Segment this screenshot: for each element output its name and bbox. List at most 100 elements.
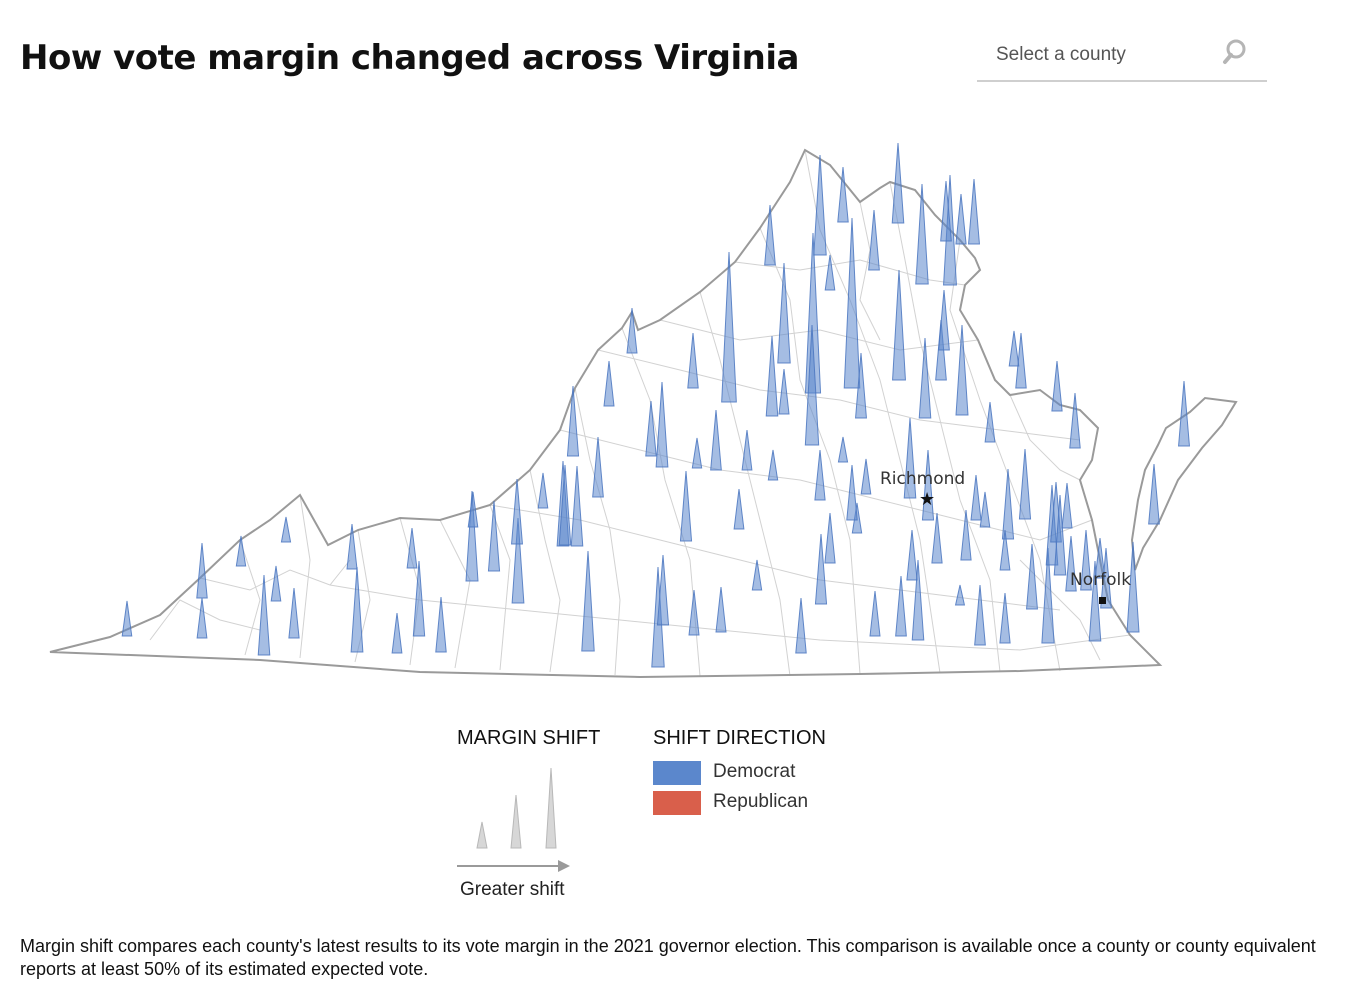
margin-spike[interactable] [1008,330,1020,367]
margin-spike[interactable] [467,491,479,528]
margin-spike[interactable] [846,464,858,521]
margin-spike[interactable] [487,500,501,572]
margin-spike[interactable] [974,584,986,646]
margin-spike[interactable] [691,437,703,469]
margin-spike[interactable] [892,269,906,381]
margin-spike[interactable] [592,436,604,498]
margin-spike[interactable] [688,589,700,636]
margin-spike[interactable] [837,436,849,463]
margin-spike[interactable] [721,251,737,403]
margin-spike[interactable] [903,417,917,499]
margin-spike[interactable] [970,474,982,521]
margin-spike[interactable] [687,332,699,389]
margin-spike[interactable] [1001,468,1015,540]
margin-spike[interactable] [955,193,967,245]
margin-spike[interactable] [645,400,657,457]
margin-spike[interactable] [288,587,300,639]
margin-spike[interactable] [537,472,549,509]
margin-spike[interactable] [603,360,615,407]
county-search[interactable] [977,30,1267,82]
margin-spike[interactable] [860,458,872,495]
margin-spike[interactable] [938,289,950,351]
margin-spike[interactable] [955,324,969,416]
margin-spike[interactable] [511,478,523,545]
margin-spike[interactable] [655,381,669,468]
margin-spike[interactable] [710,409,722,471]
margin-spike[interactable] [918,337,932,419]
margin-spike[interactable] [570,465,584,547]
margin-spike[interactable] [435,596,447,653]
margin-spike[interactable] [1094,537,1106,579]
margin-spike[interactable] [837,166,849,223]
margin-spike[interactable] [868,209,880,271]
margin-spike[interactable] [921,449,935,521]
margin-spike[interactable] [931,512,943,564]
margin-spike[interactable] [979,491,991,528]
margin-spike[interactable] [1026,543,1038,610]
margin-spike[interactable] [391,612,403,654]
margin-spike[interactable] [581,550,595,652]
margin-spike[interactable] [1088,560,1102,642]
margin-spike[interactable] [196,542,208,599]
margin-spike[interactable] [679,470,693,542]
margin-spike[interactable] [257,574,271,656]
margin-spike[interactable] [968,178,980,245]
margin-spike[interactable] [1018,448,1032,520]
margin-spike[interactable] [814,533,828,605]
margin-spike[interactable] [764,204,776,266]
margin-spike[interactable] [1061,482,1073,529]
margin-spike[interactable] [465,490,479,582]
margin-spike[interactable] [778,368,790,415]
margin-spike[interactable] [906,529,918,581]
margin-spike[interactable] [751,559,763,591]
margin-spike[interactable] [558,464,572,546]
margin-spike[interactable] [813,154,827,256]
margin-spike[interactable] [741,429,753,471]
margin-spike[interactable] [121,600,133,637]
margin-spike[interactable] [412,560,426,637]
margin-spike[interactable] [1126,541,1140,633]
margin-spike[interactable] [1065,535,1077,592]
margin-spike[interactable] [999,592,1011,644]
margin-spike[interactable] [915,183,929,285]
margin-spike[interactable] [1148,463,1160,525]
margin-spike[interactable] [1100,547,1112,609]
margin-spike[interactable] [869,590,881,637]
margin-spike[interactable] [804,324,820,446]
margin-spike[interactable] [777,262,791,364]
margin-spike[interactable] [891,142,905,224]
margin-spike[interactable] [911,559,925,641]
margin-spike[interactable] [843,217,861,389]
margin-spike[interactable] [196,597,208,639]
margin-spike[interactable] [1069,392,1081,449]
margin-spike[interactable] [280,516,292,543]
margin-spike[interactable] [350,566,364,653]
margin-spike[interactable] [855,352,867,419]
margin-spike[interactable] [1080,529,1092,591]
margin-spike[interactable] [960,509,972,561]
margin-spike[interactable] [954,584,966,606]
search-icon[interactable] [1221,36,1253,68]
margin-spike[interactable] [406,527,418,569]
margin-spike[interactable] [566,385,580,457]
margin-spike[interactable] [715,586,727,633]
margin-spike[interactable] [814,449,826,501]
margin-spike[interactable] [511,517,525,604]
margin-spike[interactable] [765,335,779,417]
margin-spike[interactable] [626,307,638,354]
margin-spike[interactable] [270,565,282,602]
margin-spike[interactable] [346,523,358,570]
margin-spike[interactable] [984,401,996,443]
margin-spike[interactable] [999,529,1011,571]
margin-spike[interactable] [940,180,952,242]
margin-spike[interactable] [824,254,836,291]
margin-spike[interactable] [656,554,670,626]
margin-spike[interactable] [1053,494,1067,576]
margin-spike[interactable] [824,512,836,564]
margin-spike[interactable] [1178,380,1190,447]
margin-spike[interactable] [895,575,907,637]
margin-spike[interactable] [1041,547,1055,644]
margin-spike[interactable] [733,488,745,530]
margin-spike[interactable] [1051,360,1063,412]
margin-spike[interactable] [767,449,779,481]
